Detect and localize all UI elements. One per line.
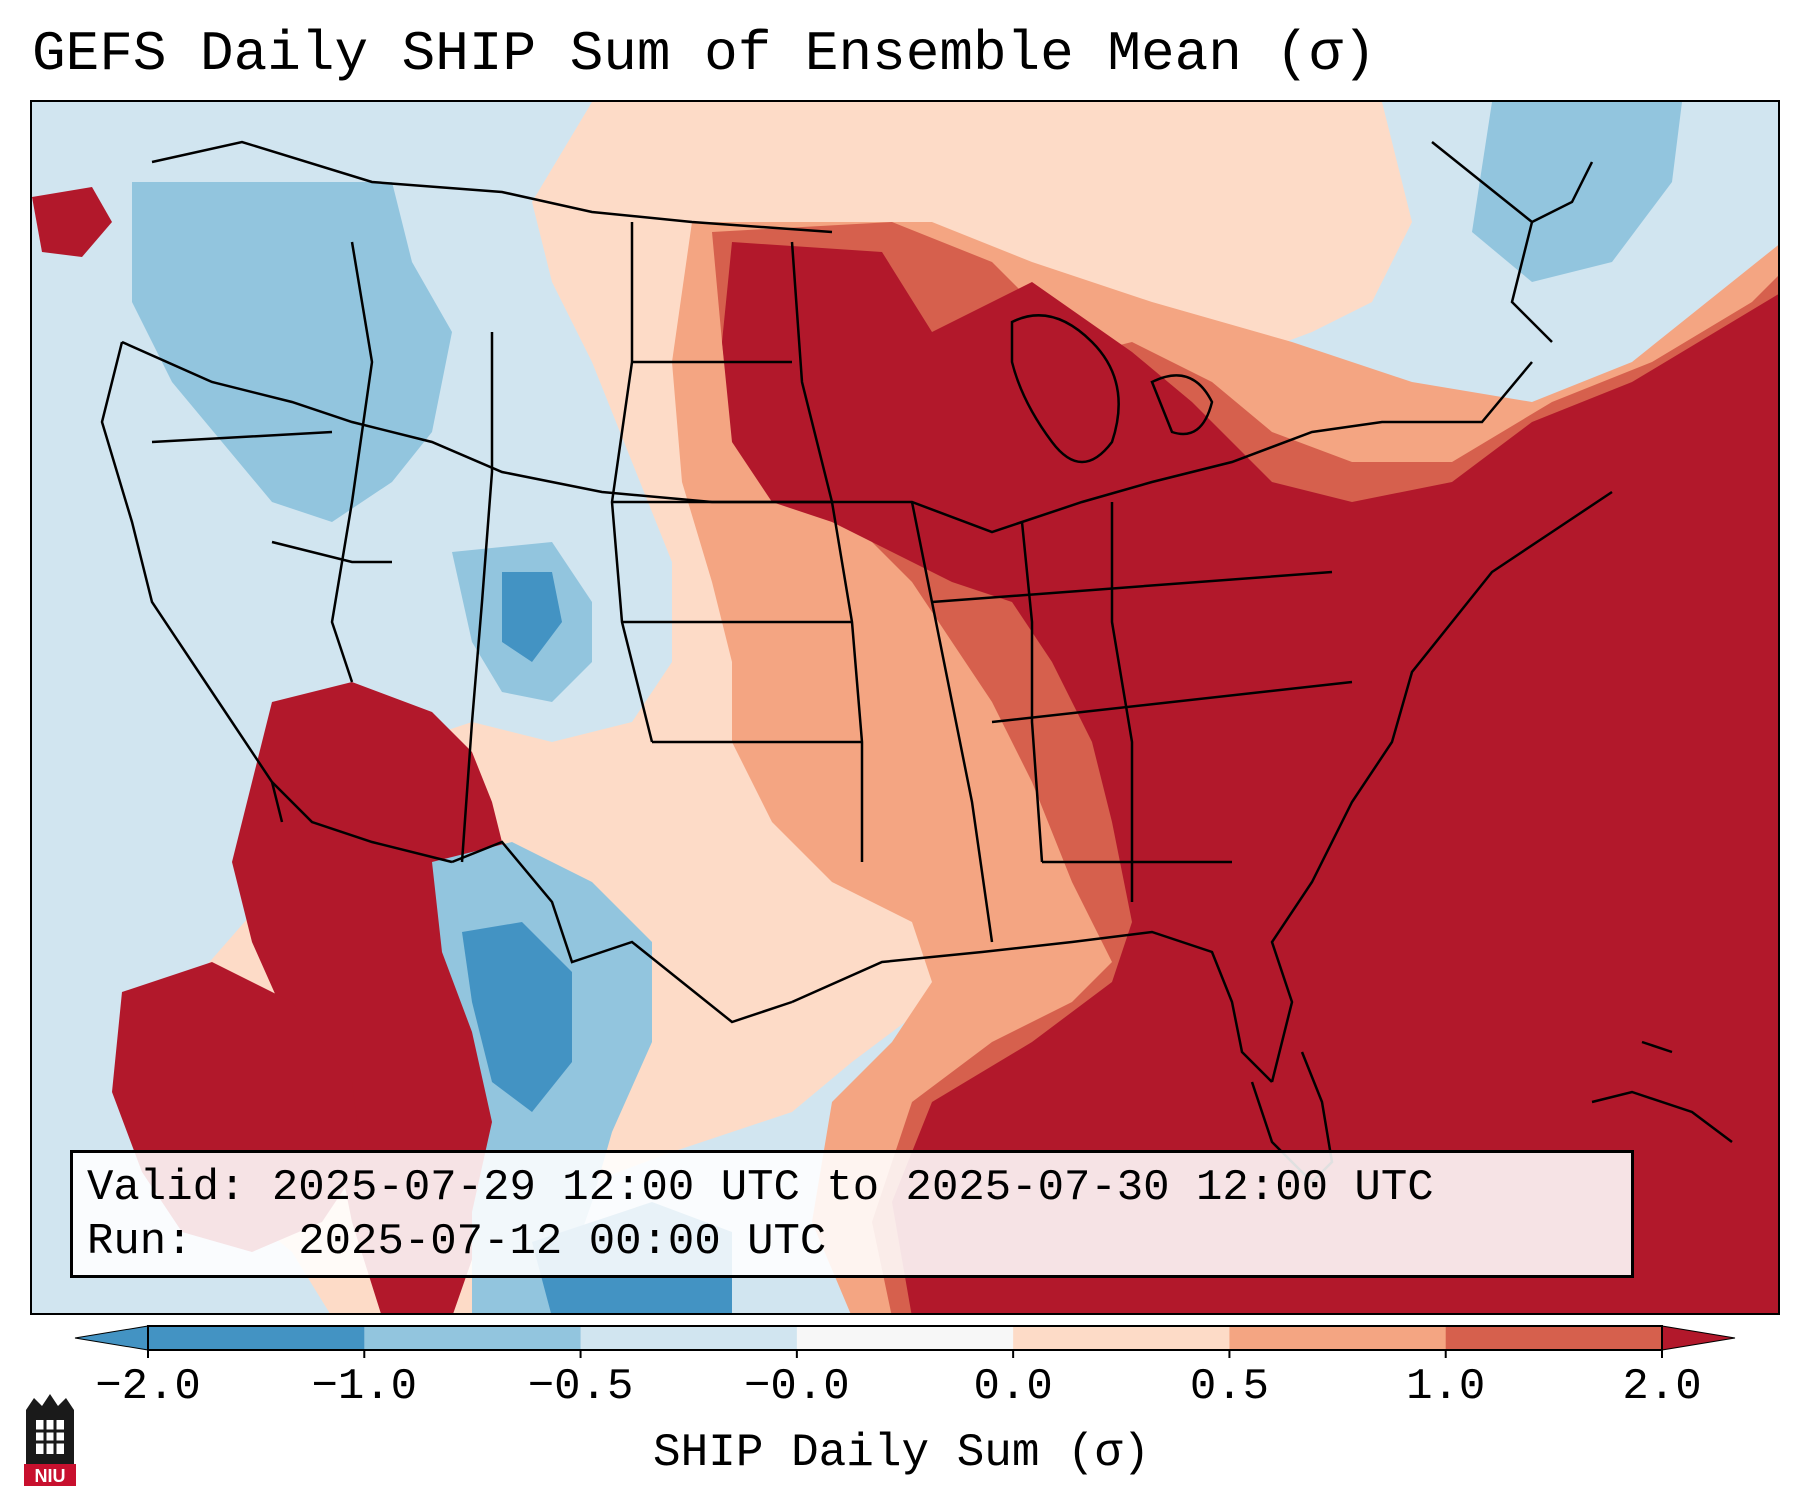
colorbar-bin: [148, 1326, 365, 1350]
mountain-state-line-1: [330, 241, 374, 683]
colorbar-tick-label: −1.0: [311, 1362, 418, 1412]
ohio-line: [1110, 502, 1134, 902]
valid-time-range: 2025-07-29 12:00 UTC to 2025-07-30 12:00…: [271, 1163, 1434, 1213]
logo-window: [36, 1420, 64, 1454]
map-panel: Valid: 2025-07-29 12:00 UTC to 2025-07-3…: [30, 100, 1780, 1315]
colorbar-bin: [364, 1326, 582, 1350]
colorbar: [74, 1325, 1736, 1358]
colorado-cool-core: [502, 572, 562, 662]
pacific-coastline: [100, 341, 284, 823]
plains-state-line-2: [790, 241, 864, 862]
great-lakes-outline: [1010, 314, 1120, 464]
plains-horizontal-lines: [612, 360, 862, 744]
colorbar-tick-label: −0.0: [744, 1362, 850, 1412]
mexico-border-west: [271, 781, 453, 864]
logo-window-grid: [36, 1420, 64, 1454]
colorbar-tick-label: −2.0: [95, 1362, 201, 1412]
southeast-horizontal-lines: [931, 570, 1353, 864]
nw-pacific-warm-patch: [32, 187, 112, 257]
colorbar-bin: [796, 1326, 1014, 1350]
colorbar-extend-high: [1661, 1325, 1736, 1351]
chart-title: GEFS Daily SHIP Sum of Ensemble Mean (σ): [32, 22, 1377, 86]
colorbar-bin: [1013, 1326, 1230, 1350]
indiana-line: [1020, 521, 1044, 863]
colorbar-label: SHIP Daily Sum (σ): [653, 1427, 1150, 1479]
northeast-coast-lines: [1431, 141, 1594, 343]
warm-anomaly-core: [722, 242, 1778, 1313]
valid-run-info-box: Valid: 2025-07-29 12:00 UTC to 2025-07-3…: [70, 1150, 1634, 1278]
northwest-cool-region: [132, 182, 452, 522]
caribbean-islands: [1591, 1040, 1733, 1143]
niu-logo: NIU: [24, 1394, 76, 1486]
valid-label: Valid:: [87, 1163, 246, 1213]
colorbar-extend-low: [74, 1325, 149, 1351]
colorbar-tick-label: 0.0: [973, 1362, 1053, 1412]
run-label: Run:: [87, 1217, 193, 1267]
run-time: 2025-07-12 00:00 UTC: [298, 1217, 827, 1267]
northern-tier-boundary: [121, 340, 1533, 534]
map-svg: [32, 102, 1778, 1313]
state-boundaries: [100, 140, 1733, 1184]
gulf-coastline: [791, 930, 1273, 1083]
logo-text: NIU: [35, 1466, 66, 1486]
mississippi-line: [910, 501, 994, 943]
colorbar-ticks: [147, 1350, 1663, 1358]
colorbar-bin: [1445, 1326, 1663, 1350]
mountain-state-line-2: [460, 332, 494, 863]
colorbar-bin: [580, 1326, 798, 1350]
lake-huron-outline: [1150, 374, 1214, 436]
logo-banner: [24, 1464, 76, 1486]
canada-border-line: [151, 140, 833, 234]
texas-border: [451, 840, 793, 1024]
colorbar-tick-label: 0.5: [1189, 1362, 1270, 1412]
colorbar-tick-label: −0.5: [527, 1362, 634, 1412]
colorbar-outline: [147, 1325, 1663, 1351]
colorbar-bins: [148, 1326, 1663, 1350]
colorbar-tick-label: 1.0: [1406, 1362, 1486, 1412]
western-horizontal-lines: [151, 430, 392, 564]
mexico-cool-core: [462, 922, 572, 1112]
colorbar-tick-label: 2.0: [1622, 1362, 1702, 1412]
atlantic-coastline: [1270, 490, 1613, 1083]
colorbar-bin: [1229, 1326, 1447, 1350]
